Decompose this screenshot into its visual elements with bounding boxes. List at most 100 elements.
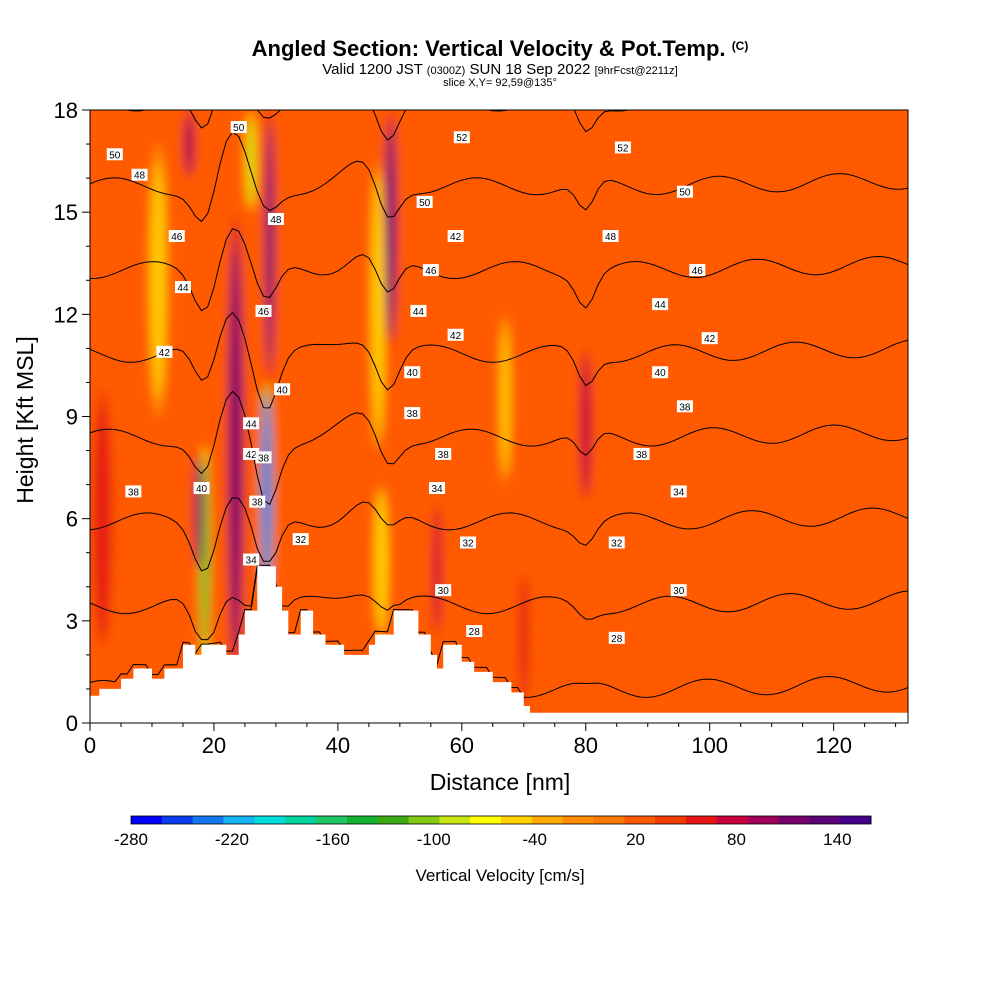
contour-label-text: 42	[159, 348, 171, 359]
contour-label-box	[602, 230, 619, 243]
contour-label-text: 48	[605, 232, 617, 243]
contour-label: 34	[670, 485, 687, 498]
contour-label: 28	[608, 631, 625, 645]
contour-label: 50	[416, 195, 433, 209]
theta-contour-line	[90, 311, 908, 409]
velocity-plume	[501, 327, 509, 472]
contour-label-box	[255, 451, 272, 464]
contour-label: 34	[429, 482, 446, 495]
contour-label-box	[652, 298, 669, 311]
contour-label-box	[652, 366, 669, 379]
y-tick-label: 6	[66, 507, 78, 532]
theta-contour-line	[90, 497, 908, 572]
colorbar: -280 -220 -160 -100 -40 20 80 140	[114, 815, 872, 849]
contour-label-box	[174, 281, 191, 294]
x-tick-label: 120	[815, 733, 852, 758]
contour-label-text: 32	[462, 539, 474, 550]
colorbar-swatch	[285, 816, 317, 824]
contour-labels: 50 52 52 50 48 50 50 48 46 42 48 46 46 44 46 44 44 42 42 42…	[106, 121, 718, 645]
contour-label-box	[422, 264, 439, 277]
contour-label: 40	[193, 482, 210, 495]
contour-label-box	[243, 447, 260, 460]
velocity-plume	[263, 399, 270, 588]
contour-label-text: 40	[407, 368, 419, 379]
contour-label-text: 42	[704, 334, 716, 345]
velocity-plume	[387, 127, 394, 331]
contour-label: 40	[652, 366, 669, 379]
x-tick-label: 80	[574, 733, 598, 758]
contour-label-box	[125, 485, 142, 498]
y-tick-label: 12	[54, 302, 78, 327]
velocity-plume	[267, 130, 273, 363]
contour-label-box	[466, 625, 483, 638]
contour-label-box	[404, 366, 421, 379]
contour-label-text: 40	[655, 368, 667, 379]
colorbar-swatch	[655, 816, 687, 824]
terrain-mask	[90, 566, 908, 723]
contour-label-box	[274, 383, 291, 396]
contour-label: 34	[243, 553, 260, 567]
colorbar-swatch	[840, 816, 872, 824]
contour-label: 28	[466, 625, 483, 638]
contour-label-box	[168, 230, 185, 243]
contour-label: 30	[670, 584, 687, 597]
colorbar-swatch	[161, 816, 194, 824]
contour-label-text: 28	[469, 627, 481, 638]
contour-label-text: 38	[636, 450, 648, 461]
contour-label-box	[453, 131, 470, 144]
contour-label-text: 44	[413, 307, 425, 318]
contour-label-box	[292, 533, 309, 546]
colorbar-swatch	[439, 816, 471, 824]
contour-label-box	[416, 195, 433, 208]
colorbar-swatch	[377, 816, 409, 824]
slice-label: slice X,Y= 92,59@135°	[443, 77, 557, 89]
colorbar-tick-label: -40	[522, 830, 547, 849]
x-tick-label: 40	[326, 733, 350, 758]
contour-label: 42	[447, 328, 464, 342]
contour-label-box	[608, 631, 625, 644]
velocity-background	[90, 110, 908, 723]
contour-label-text: 38	[252, 498, 264, 509]
contour-label-box	[435, 584, 452, 597]
contour-label-text: 50	[233, 123, 245, 134]
contour-label-box	[156, 345, 173, 358]
colorbar-tick-label: 80	[727, 830, 746, 849]
colorbar-swatch	[131, 816, 163, 824]
contour-label: 46	[689, 264, 706, 277]
colorbar-tick-label: 140	[823, 830, 851, 849]
colorbar-swatch	[254, 816, 286, 824]
contour-label-box	[410, 304, 427, 317]
contour-label: 42	[156, 345, 173, 359]
contour-label: 38	[255, 451, 272, 464]
colorbar-tick-label: -280	[114, 830, 148, 849]
colorbar-swatch	[716, 816, 749, 824]
contour-label: 46	[422, 264, 439, 277]
contour-label-text: 34	[673, 487, 685, 498]
velocity-plume	[520, 579, 528, 696]
contour-label: 42	[243, 447, 260, 461]
contour-label-text: 44	[246, 419, 258, 430]
colorbar-swatch	[562, 816, 594, 824]
contour-label-box	[404, 407, 421, 420]
colorbar-swatch	[624, 816, 656, 824]
contour-label-text: 30	[438, 586, 450, 597]
contour-label-text: 52	[456, 133, 468, 144]
contour-label-text: 38	[407, 409, 419, 420]
y-axis-label: Height [Kft MSL]	[12, 336, 38, 503]
axes: 0 20 40 60 80 100 120 0 3 6 9 12 15 18	[54, 98, 897, 758]
contour-label-box	[249, 495, 266, 508]
contour-label: 48	[267, 212, 284, 226]
velocity-plume	[582, 359, 590, 491]
contour-label-text: 34	[431, 484, 443, 495]
theta-contour-line	[90, 390, 908, 506]
theta-contour-line	[90, 0, 908, 58]
colorbar-swatch	[593, 816, 625, 824]
contour-label-text: 50	[109, 150, 121, 161]
contour-label: 38	[249, 495, 266, 509]
contour-label: 48	[131, 168, 148, 182]
contour-label-box	[243, 553, 260, 566]
chart-title: Angled Section: Vertical Velocity & Pot.…	[251, 36, 749, 61]
contour-label: 30	[435, 584, 452, 597]
contour-label: 44	[652, 298, 669, 311]
contour-label: 32	[292, 533, 309, 546]
